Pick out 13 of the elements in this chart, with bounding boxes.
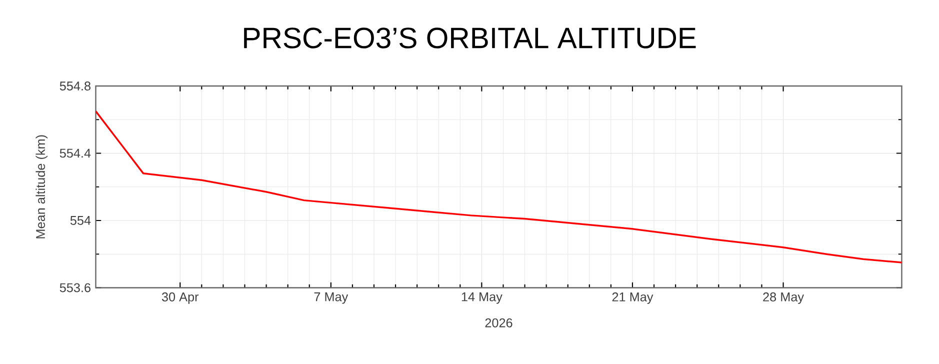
y-axis-title: Mean altitude (km) [36,135,48,238]
y-tick-label: 554.8 [60,82,90,90]
x-axis-title: 2026 [485,318,512,328]
chart-title: PRSC-EO3’S ORBITAL ALTITUDE [244,28,696,48]
y-tick-label: 554 [70,216,91,225]
x-tick-label: 7 May [314,292,348,304]
x-tick-label: 14 May [462,292,502,304]
y-tick-label: 553.6 [60,283,90,292]
y-tick-label: 554.4 [60,148,91,158]
line-series [96,110,902,264]
x-tick-label: 28 May [763,292,804,304]
x-tick-label: 21 May [612,292,654,304]
x-tick-label: 30 Apr [162,292,199,304]
